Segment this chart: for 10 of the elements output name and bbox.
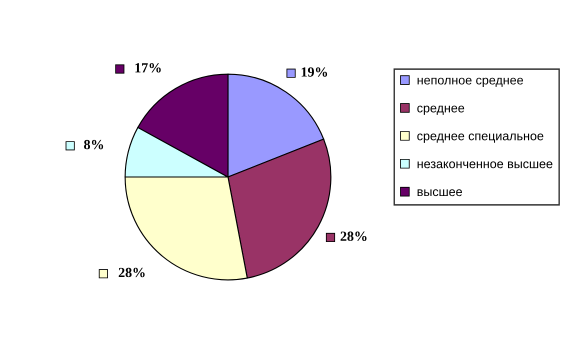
data-label: 28% xyxy=(340,232,366,241)
legend-label: среднее специальное xyxy=(417,134,544,143)
legend-label: среднее xyxy=(417,106,464,115)
legend-label: незаконченное высшее xyxy=(418,161,552,168)
data-label: 19% xyxy=(302,67,328,77)
legend-label: высшее xyxy=(418,189,462,196)
legend-label: неполное среднее xyxy=(418,78,524,88)
data-label: 28% xyxy=(118,268,145,278)
data-label: 17% xyxy=(135,63,161,73)
data-label: 8% xyxy=(84,140,104,150)
